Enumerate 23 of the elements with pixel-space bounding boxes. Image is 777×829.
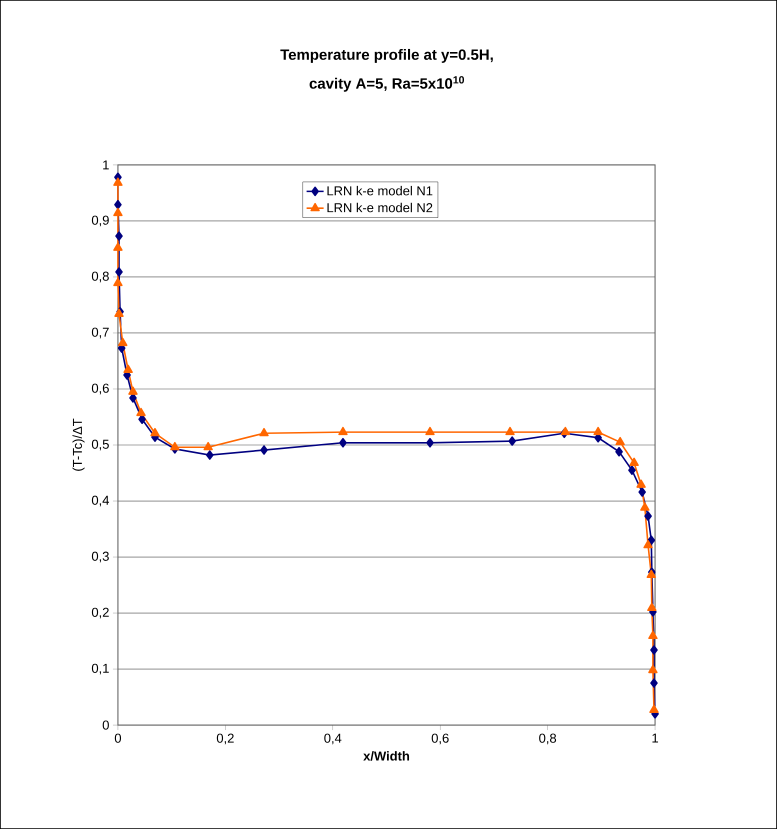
y-tick-label: 0,8 xyxy=(92,272,109,282)
x-tick-label: 0,2 xyxy=(216,734,234,744)
legend-label: LRN k-e model N2 xyxy=(327,202,432,212)
y-tick-label: 0,5 xyxy=(92,440,109,450)
x-tick-label: 0,8 xyxy=(539,734,556,744)
x-tick-label: 0 xyxy=(114,734,122,743)
y-tick-label: 0,4 xyxy=(92,496,110,506)
x-tick-label: 1 xyxy=(652,734,658,743)
chart-subtitle: cavity A=5, Ra=5x10$^{10}$ xyxy=(310,76,464,92)
y-tick-label: 0,7 xyxy=(92,328,109,338)
y-tick-label: 0,3 xyxy=(92,552,109,562)
x-tick-label: 0,4 xyxy=(324,734,342,744)
y-tick-label: 0,6 xyxy=(92,384,109,394)
y-tick-label: 0,1 xyxy=(92,664,109,674)
x-axis-title: x/Width xyxy=(363,751,410,761)
y-axis-title: (T-Tc)/ΔT xyxy=(72,418,85,471)
y-tick-label: 1 xyxy=(103,160,109,170)
y-tick-label: 0 xyxy=(102,720,109,730)
y-tick-label: 0,2 xyxy=(92,608,109,618)
y-tick-label: 0,9 xyxy=(92,216,109,226)
chart-title: Temperature profile at y=0.5H, xyxy=(280,48,493,63)
legend-label: LRN k-e model N1 xyxy=(327,186,432,196)
x-tick-label: 0,6 xyxy=(432,734,449,744)
